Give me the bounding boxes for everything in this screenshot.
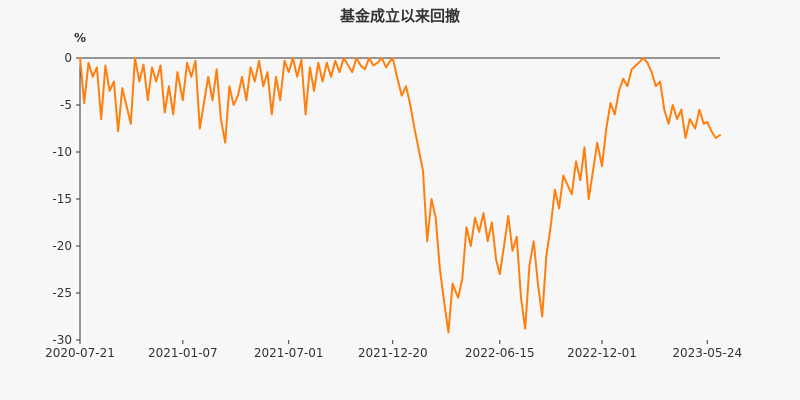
x-tick-label: 2023-05-24 bbox=[672, 346, 742, 360]
x-tick-label: 2022-06-15 bbox=[465, 346, 535, 360]
x-tick-label: 2020-07-21 bbox=[45, 346, 115, 360]
y-tick-label: -10 bbox=[52, 145, 72, 159]
y-tick-label: -25 bbox=[52, 286, 72, 300]
x-tick-label: 2021-12-20 bbox=[358, 346, 428, 360]
x-tick-label: 2021-07-01 bbox=[254, 346, 324, 360]
y-axis-unit-label: % bbox=[74, 31, 86, 45]
y-tick-label: 0 bbox=[64, 51, 72, 65]
y-tick-label: -15 bbox=[52, 192, 72, 206]
chart-title: 基金成立以来回撤 bbox=[339, 7, 460, 25]
drawdown-series-line bbox=[79, 57, 721, 334]
y-tick-label: -20 bbox=[52, 239, 72, 253]
x-tick-label: 2021-01-07 bbox=[148, 346, 218, 360]
y-tick-label: -30 bbox=[52, 333, 72, 347]
chart-axes bbox=[79, 57, 720, 340]
x-axis-ticks: 2020-07-21 2021-01-07 2021-07-01 2021-12-20… bbox=[45, 340, 742, 360]
y-axis-ticks: 0 -5 -10 -15 -20 -25 -30 bbox=[52, 51, 80, 347]
x-tick-label: 2022-12-01 bbox=[567, 346, 637, 360]
y-tick-label: -5 bbox=[60, 98, 72, 112]
